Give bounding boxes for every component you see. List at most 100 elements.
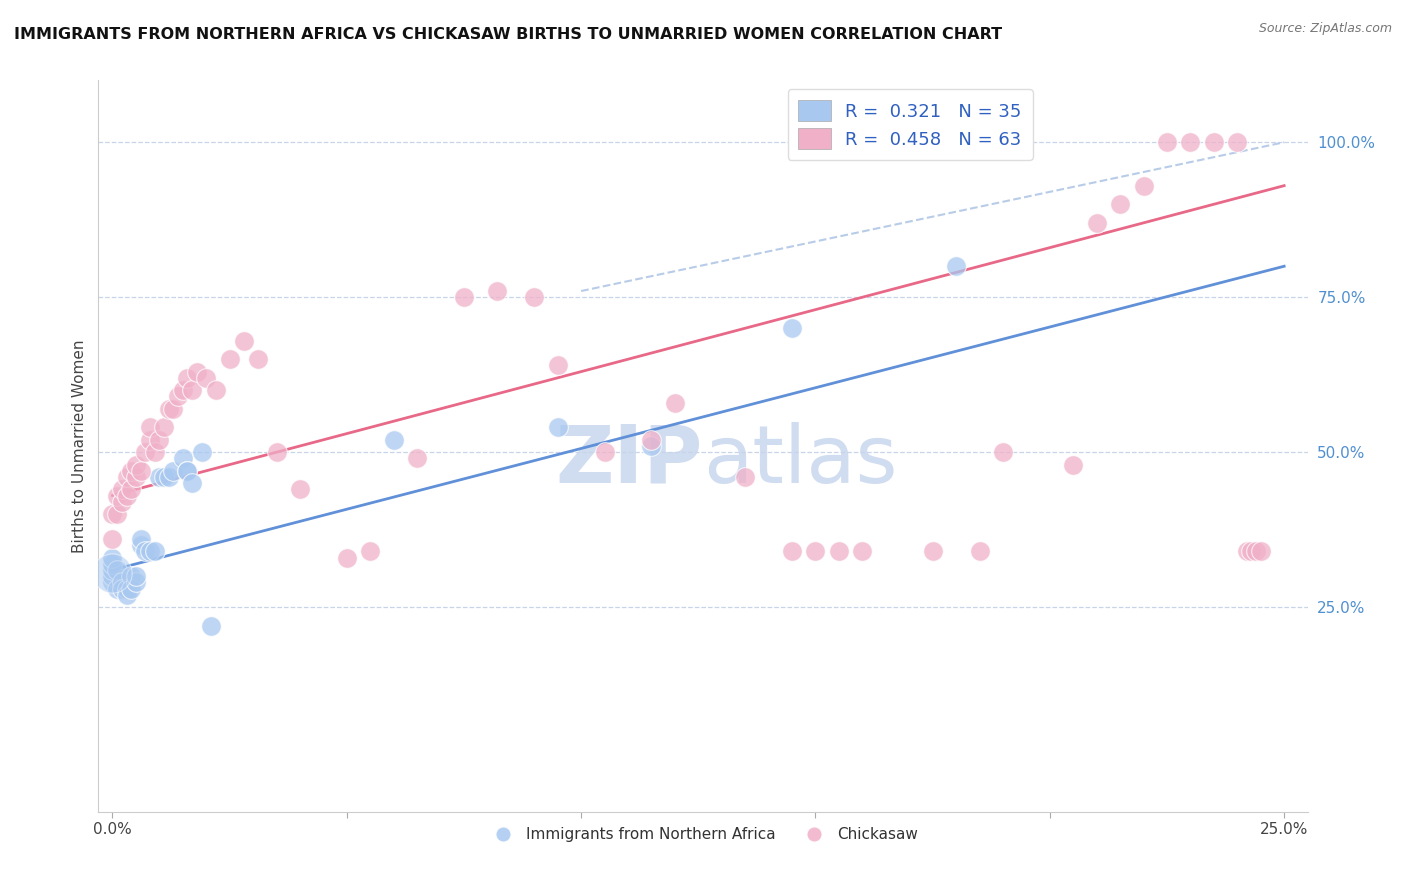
Point [101, 507, 124, 521]
Point [181, 383, 204, 397]
Text: atlas: atlas [703, 422, 897, 500]
Point [176, 371, 198, 385]
Point [1132, 178, 1154, 193]
Point [780, 544, 803, 558]
Point [139, 433, 162, 447]
Point [1226, 135, 1249, 149]
Point [157, 470, 180, 484]
Point [120, 582, 142, 596]
Point [1244, 544, 1267, 558]
Point [125, 458, 148, 472]
Point [246, 352, 269, 367]
Point [139, 420, 162, 434]
Point [453, 290, 475, 304]
Point [143, 544, 166, 558]
Point [359, 544, 381, 558]
Point [172, 383, 194, 397]
Point [129, 464, 152, 478]
Point [134, 544, 156, 558]
Point [153, 420, 176, 434]
Point [115, 470, 138, 484]
Point [101, 532, 124, 546]
Point [125, 569, 148, 583]
Point [382, 433, 405, 447]
Point [921, 544, 943, 558]
Point [101, 575, 124, 590]
Point [266, 445, 288, 459]
Point [991, 445, 1014, 459]
Point [176, 464, 198, 478]
Point [162, 464, 184, 478]
Point [195, 371, 218, 385]
Text: Source: ZipAtlas.com: Source: ZipAtlas.com [1258, 22, 1392, 36]
Text: ZIP: ZIP [555, 422, 703, 500]
Point [162, 401, 184, 416]
Point [218, 352, 240, 367]
Point [134, 445, 156, 459]
Point [780, 321, 803, 335]
Point [232, 334, 254, 348]
Point [734, 470, 756, 484]
Point [101, 557, 124, 571]
Point [111, 495, 134, 509]
Y-axis label: Births to Unmarried Women: Births to Unmarried Women [72, 339, 87, 553]
Text: IMMIGRANTS FROM NORTHERN AFRICA VS CHICKASAW BIRTHS TO UNMARRIED WOMEN CORRELATI: IMMIGRANTS FROM NORTHERN AFRICA VS CHICK… [14, 27, 1002, 42]
Point [804, 544, 827, 558]
Point [1156, 135, 1178, 149]
Point [664, 395, 686, 409]
Point [336, 550, 359, 565]
Point [172, 451, 194, 466]
Point [176, 464, 198, 478]
Point [111, 582, 134, 596]
Point [105, 582, 128, 596]
Point [115, 489, 138, 503]
Point [115, 588, 138, 602]
Legend: Immigrants from Northern Africa, Chickasaw: Immigrants from Northern Africa, Chickas… [482, 821, 924, 848]
Point [523, 290, 546, 304]
Point [120, 569, 142, 583]
Point [1180, 135, 1202, 149]
Point [115, 582, 138, 596]
Point [181, 476, 204, 491]
Point [547, 359, 569, 373]
Point [945, 259, 967, 273]
Point [120, 464, 142, 478]
Point [105, 563, 128, 577]
Point [125, 575, 148, 590]
Point [139, 544, 162, 558]
Point [101, 563, 124, 577]
Point [1236, 544, 1258, 558]
Point [406, 451, 429, 466]
Point [1062, 458, 1084, 472]
Point [129, 538, 152, 552]
Point [148, 433, 170, 447]
Point [1109, 197, 1132, 211]
Point [101, 569, 124, 583]
Point [105, 489, 128, 503]
Point [111, 575, 134, 590]
Point [1202, 135, 1225, 149]
Point [125, 470, 148, 484]
Point [148, 470, 170, 484]
Point [1240, 544, 1263, 558]
Point [828, 544, 851, 558]
Point [111, 483, 134, 497]
Point [547, 420, 569, 434]
Point [1250, 544, 1272, 558]
Point [969, 544, 991, 558]
Point [190, 445, 212, 459]
Point [640, 439, 662, 453]
Point [851, 544, 873, 558]
Point [167, 389, 190, 403]
Point [101, 550, 124, 565]
Point [200, 619, 222, 633]
Point [157, 401, 180, 416]
Point [143, 445, 166, 459]
Point [288, 483, 311, 497]
Point [1085, 216, 1108, 230]
Point [105, 507, 128, 521]
Point [153, 470, 176, 484]
Point [640, 433, 662, 447]
Point [186, 365, 208, 379]
Point [101, 566, 124, 580]
